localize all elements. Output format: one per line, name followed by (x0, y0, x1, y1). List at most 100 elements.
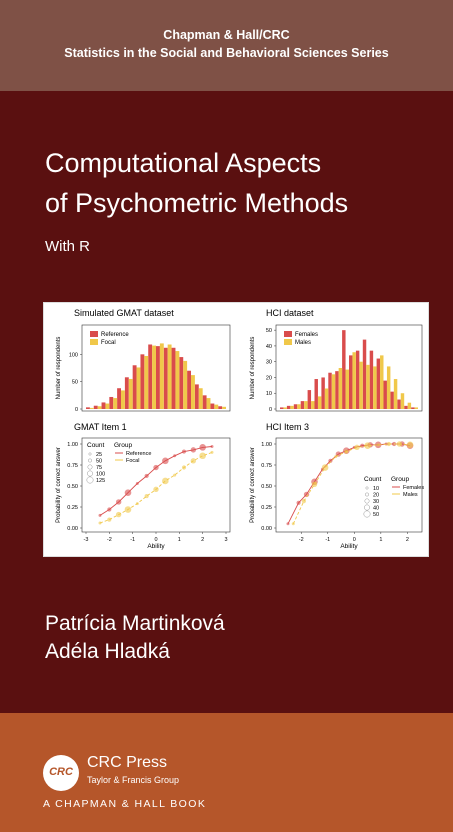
bar-0-1-1 (97, 406, 102, 409)
legend-count-marker-3-2 (364, 498, 370, 504)
bar-0-1-15 (206, 398, 211, 409)
bar-1-0-9 (342, 330, 346, 409)
point-2-0-4 (135, 481, 139, 485)
bar-1-0-17 (397, 399, 401, 409)
bar-0-0-6 (132, 365, 137, 409)
point-2-1-11 (199, 452, 206, 460)
bar-0-0-0 (86, 407, 90, 409)
bar-0-1-11 (175, 351, 180, 409)
point-2-0-2 (115, 499, 122, 505)
bar-1-0-1 (286, 405, 291, 409)
bar-1-1-8 (338, 368, 343, 409)
bar-1-0-5 (314, 379, 318, 409)
bar-1-1-2 (297, 404, 301, 409)
point-2-1-2 (115, 511, 122, 518)
legend-count-marker-2-3 (87, 470, 93, 477)
series-name: Statistics in the Social and Behavioral … (64, 46, 389, 60)
bar-0-0-11 (171, 347, 176, 409)
bar-1-1-17 (400, 393, 405, 409)
bar-0-0-12 (179, 357, 184, 409)
legend-count-marker-3-1 (365, 492, 369, 497)
point-3-1-10 (396, 441, 403, 447)
x-axis-label-3: Ability (340, 543, 358, 550)
bar-0-1-14 (198, 388, 203, 409)
bar-0-1-13 (191, 375, 195, 409)
bar-0-0-10 (163, 347, 168, 409)
bar-0-1-4 (121, 390, 125, 409)
bar-0-0-4 (117, 388, 121, 409)
point-3-1-3 (321, 464, 329, 471)
point-3-0-2 (303, 491, 310, 498)
x-tick-label-2-4: 1 (178, 537, 181, 543)
legend-group-title-3: Group (391, 476, 409, 483)
point-3-1-5 (344, 449, 349, 454)
bar-1-1-12 (366, 364, 370, 409)
legend-count-label-3-0: 10 (373, 486, 379, 492)
y-tick-label-2-4: 1.00 (67, 442, 78, 448)
bar-1-0-19 (411, 407, 415, 409)
figure-canvas: Simulated GMAT dataset Number of responde… (56, 308, 424, 550)
bar-0-1-3 (113, 398, 118, 409)
legend-group-title-2: Group (114, 442, 132, 449)
legend-count-title-2: Count (87, 442, 105, 449)
x-tick-label-2-2: -1 (130, 537, 135, 543)
legend-count-label-2-0: 25 (96, 452, 102, 458)
bar-0-0-17 (218, 406, 223, 409)
point-3-0-5 (328, 458, 333, 463)
legend-swatch-1-0 (284, 331, 292, 337)
bar-0-1-12 (183, 360, 188, 409)
bar-1-1-14 (380, 355, 384, 409)
point-2-1-7 (162, 477, 169, 485)
bar-0-0-15 (202, 395, 207, 409)
point-3-0-0 (286, 522, 290, 526)
y-tick-label-3-1: 0.25 (261, 505, 272, 511)
panel-frame-2 (81, 437, 231, 533)
point-2-1-12 (210, 450, 214, 454)
series-publisher: Chapman & Hall/CRC (163, 28, 290, 42)
point-3-1-1 (301, 499, 306, 504)
bar-0-0-5 (124, 377, 129, 409)
author-2: Adéla Hladká (45, 640, 170, 663)
bar-0-1-17 (222, 406, 226, 409)
y-tick-label-3-2: 0.50 (261, 484, 272, 490)
y-axis-label-2: Probability of correct answer (56, 447, 62, 523)
legend-count-label-2-1: 50 (96, 459, 102, 465)
point-2-0-7 (162, 457, 169, 465)
point-2-1-3 (124, 506, 132, 513)
legend-count-marker-3-4 (363, 510, 371, 518)
panel-title-0: Simulated GMAT dataset (74, 308, 174, 318)
point-3-1-2 (311, 481, 318, 488)
point-2-0-12 (210, 445, 214, 449)
series-band: Chapman & Hall/CRC Statistics in the Soc… (0, 0, 453, 91)
x-tick-label-3-2: 0 (353, 537, 356, 543)
x-tick-label-2-5: 2 (201, 537, 204, 543)
bar-0-0-1 (93, 405, 98, 409)
legend-label-1-0: Females (295, 332, 318, 338)
legend-group-label-2-0: Reference (126, 451, 151, 457)
panel-title-1: HCI dataset (266, 308, 314, 318)
legend-count-marker-2-0 (88, 452, 92, 456)
point-2-0-11 (199, 444, 206, 451)
point-3-1-7 (364, 442, 371, 449)
x-tick-label-3-3: 1 (379, 537, 382, 543)
panel-frame-0 (81, 324, 231, 412)
legend-count-label-3-2: 30 (373, 499, 379, 505)
y-tick-label-1-3: 30 (266, 360, 272, 366)
crc-logo-icon: CRC (43, 755, 79, 791)
bar-1-0-10 (349, 355, 353, 409)
panel-title-2: GMAT Item 1 (74, 422, 127, 432)
bar-1-0-4 (307, 390, 312, 409)
bar-1-0-13 (369, 350, 374, 409)
bar-0-1-0 (89, 407, 94, 409)
legend-swatch-1-1 (284, 339, 292, 345)
x-axis-label-2: Ability (147, 543, 165, 550)
curve-2-0 (99, 446, 213, 516)
point-2-1-6 (153, 486, 159, 493)
legend-count-label-2-4: 125 (96, 478, 105, 484)
book-title-line-1: Computational Aspects (45, 148, 322, 178)
legend-count-label-3-4: 50 (373, 512, 379, 518)
y-tick-label-1-0: 0 (269, 407, 272, 413)
legend-label-0-1: Focal (101, 340, 116, 346)
y-axis-label-0: Number of respondents (56, 337, 62, 400)
y-tick-label-3-4: 1.00 (261, 442, 272, 448)
